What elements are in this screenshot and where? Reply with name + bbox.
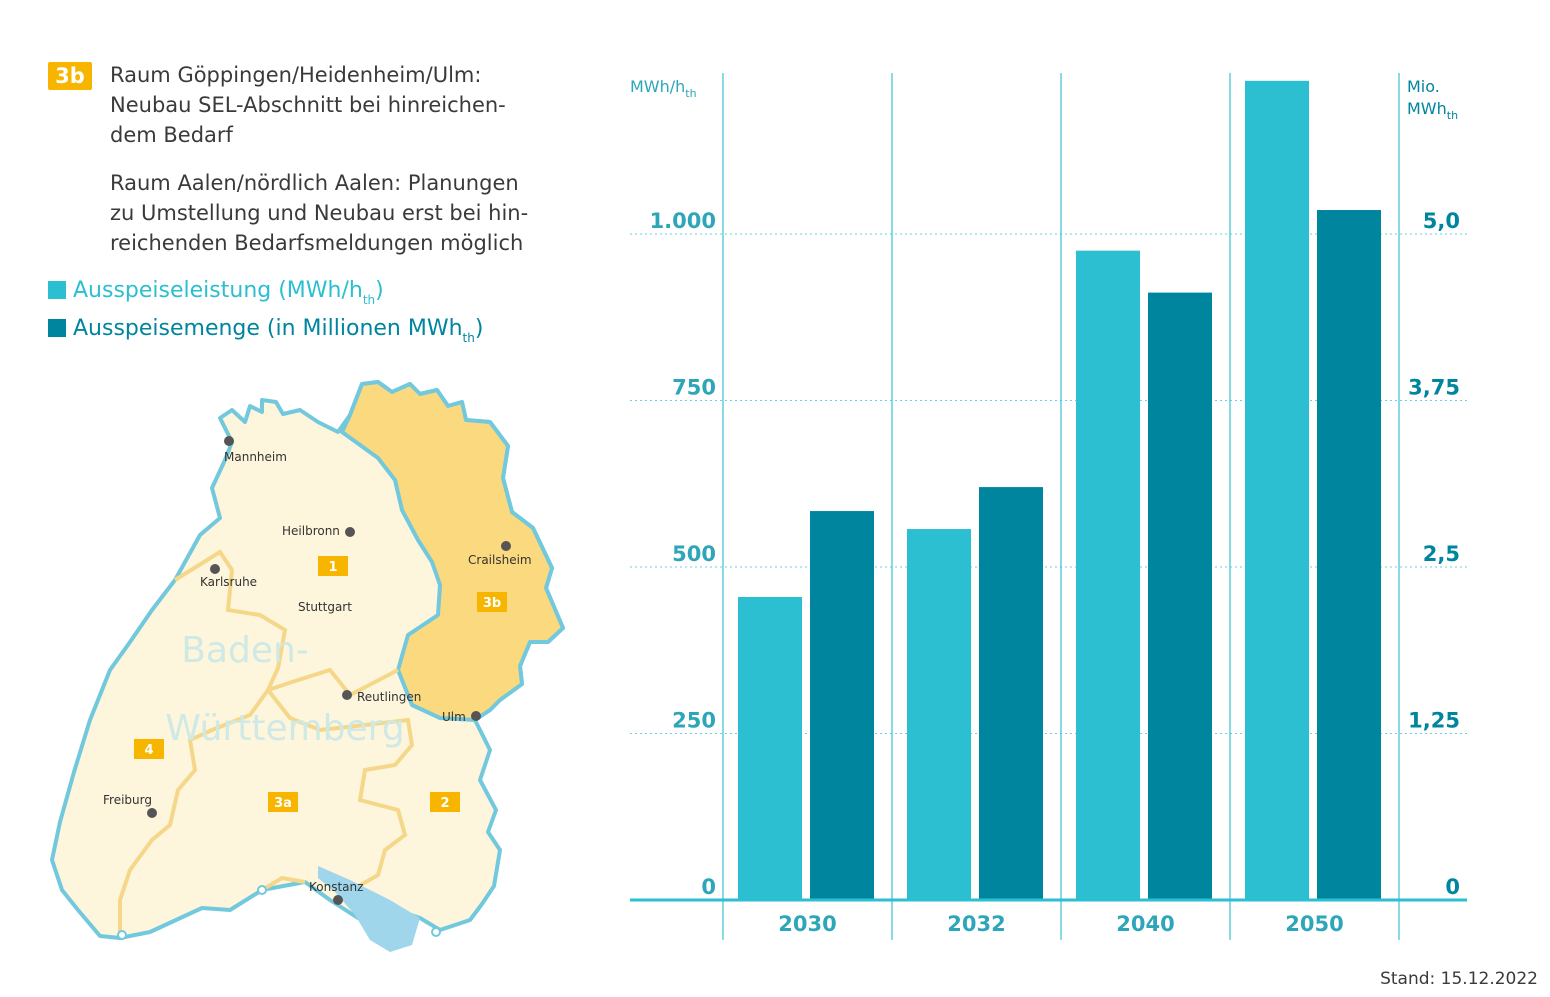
map-region-label: Baden-	[181, 630, 309, 671]
zone-badge-1: 1	[318, 556, 348, 576]
legend-label: Ausspeiseleistung (MWh/h	[73, 278, 363, 303]
y-left-tick-label: 500	[672, 542, 716, 566]
city-label-karlsruhe: Karlsruhe	[200, 575, 257, 589]
legend-sub: th	[462, 331, 475, 345]
zone-badge-3a: 3a	[268, 792, 298, 812]
city-dot-konstanz	[333, 895, 343, 905]
city-dot-freiburg	[147, 808, 157, 818]
legend-text: Ausspeisemenge (in Millionen MWhth)	[73, 316, 484, 344]
map-zone-line	[118, 688, 270, 935]
city-dot-mannheim	[224, 436, 234, 446]
info-paragraph-2: Raum Aalen/nördlich Aalen: Planungen zu …	[110, 168, 580, 258]
y-right-tick-label: 2,5	[1423, 542, 1460, 566]
zone-label: 1	[328, 560, 337, 575]
x-category-label: 2040	[1116, 912, 1174, 936]
city-label-stuttgart: Stuttgart	[298, 600, 352, 614]
map-baden-wuerttemberg: Baden- Württemberg Mannheim Heilbronn Cr…	[50, 380, 565, 952]
zone-badge-2: 2	[430, 792, 460, 812]
x-category-label: 2032	[947, 912, 1005, 936]
legend-suffix: )	[474, 316, 484, 341]
city-dot-crailsheim	[501, 541, 511, 551]
legend-label: Ausspeisemenge (in Millionen MWh	[73, 316, 463, 341]
map-zone-line	[266, 688, 415, 892]
city-label-freiburg: Freiburg	[103, 793, 152, 807]
info-line: Raum Göppingen/Heidenheim/Ulm:	[110, 63, 482, 87]
map-lake-konstanz	[318, 866, 420, 952]
city-dot-reutlingen	[342, 690, 352, 700]
city-dot-karlsruhe	[210, 564, 220, 574]
map-zone-line	[260, 875, 306, 892]
bar-leistung-2030	[738, 596, 802, 900]
legend-swatch	[48, 319, 66, 337]
y-left-axis-label: MWh/hth	[630, 77, 697, 100]
bar-leistung-2032	[907, 529, 971, 900]
y-left-tick-label: 750	[672, 376, 716, 400]
zone-label: 3a	[274, 796, 292, 811]
map-region-label: Württemberg	[165, 708, 404, 749]
legend-swatch	[48, 281, 66, 299]
info-line: zu Umstellung und Neubau erst bei hin-	[110, 201, 529, 225]
info-line: Neubau SEL-Abschnitt bei hinreichen-	[110, 93, 506, 117]
zone-label: 2	[440, 796, 449, 811]
city-dot-heilbronn	[345, 527, 355, 537]
map-border-marker	[117, 930, 127, 940]
city-label-crailsheim: Crailsheim	[468, 553, 532, 567]
zone-label: 3b	[483, 596, 501, 611]
y-right-tick-label: 5,0	[1423, 209, 1460, 233]
y-right-tick-label: 3,75	[1408, 376, 1460, 400]
city-label-reutlingen: Reutlingen	[357, 690, 421, 704]
y-right-tick-label: 1,25	[1408, 709, 1460, 733]
zone-badge-3b: 3b	[477, 592, 507, 612]
zone-label: 4	[144, 743, 153, 758]
legend-item-menge: Ausspeisemenge (in Millionen MWhth)	[48, 314, 483, 344]
y-right-axis-label-2: MWhth	[1407, 99, 1458, 122]
info-line: reichenden Bedarfsmeldungen möglich	[110, 231, 524, 255]
legend-suffix: )	[375, 278, 384, 303]
legend-sub: th	[362, 293, 376, 307]
region-badge-3b: 3b	[48, 62, 92, 90]
map-zone-line	[173, 549, 399, 698]
x-category-label: 2030	[778, 912, 836, 936]
map-border-marker	[431, 927, 441, 937]
legend-text: Ausspeiseleistung (MWh/hth)	[73, 278, 384, 306]
bar-menge-2032	[979, 487, 1043, 900]
y-right-axis-label: Mio.	[1407, 77, 1440, 96]
bar-leistung-2040	[1076, 250, 1140, 900]
city-label-mannheim: Mannheim	[224, 450, 287, 464]
y-left-tick-label: 0	[701, 875, 716, 899]
y-left-tick-label: 250	[672, 709, 716, 733]
city-label-konstanz: Konstanz	[309, 880, 363, 894]
info-line: dem Bedarf	[110, 123, 233, 147]
city-dot-ulm	[471, 711, 481, 721]
footer-stand: Stand: 15.12.2022	[1380, 969, 1538, 989]
x-category-label: 2050	[1285, 912, 1343, 936]
bar-menge-2040	[1148, 292, 1212, 900]
y-right-tick-label: 0	[1445, 875, 1460, 899]
map-border-marker	[257, 885, 267, 895]
info-paragraph-1: Raum Göppingen/Heidenheim/Ulm: Neubau SE…	[110, 60, 580, 150]
info-line: Raum Aalen/nördlich Aalen: Planungen	[110, 171, 519, 195]
zone-badge-4: 4	[134, 739, 164, 759]
city-label-heilbronn: Heilbronn	[282, 524, 340, 538]
city-label-ulm: Ulm	[442, 710, 466, 724]
bar-menge-2050	[1317, 210, 1381, 901]
legend-item-leistung: Ausspeiseleistung (MWh/hth)	[48, 276, 384, 306]
bar-leistung-2050	[1245, 80, 1309, 900]
bar-menge-2030	[810, 511, 874, 900]
y-left-tick-label: 1.000	[650, 209, 716, 233]
map-region-3b	[340, 380, 565, 722]
